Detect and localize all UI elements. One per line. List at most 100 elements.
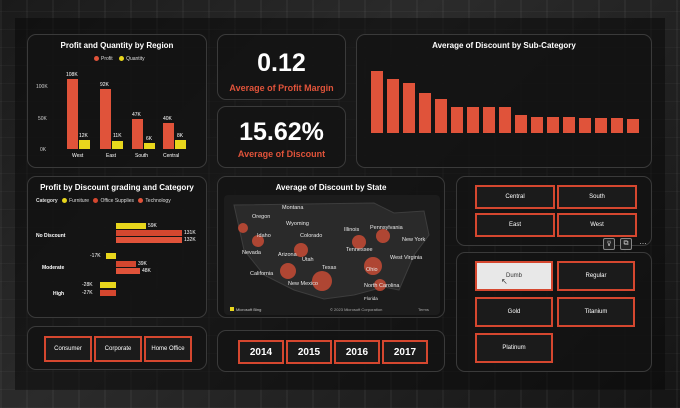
bubble-ohio[interactable] bbox=[364, 257, 382, 275]
bar-phones[interactable] bbox=[483, 107, 495, 133]
discount-card[interactable]: 15.62% Average of Discount bbox=[217, 106, 346, 168]
bubble-idaho[interactable] bbox=[252, 235, 264, 247]
bubble-northcarolina[interactable] bbox=[374, 279, 386, 291]
map-terms-link[interactable]: Terms bbox=[418, 307, 429, 312]
moderate-tech-value: 48K bbox=[142, 268, 151, 274]
bar-bookcases[interactable] bbox=[419, 93, 431, 133]
central-profit-bar[interactable] bbox=[163, 123, 174, 149]
state-map-card[interactable]: Average of Discount by State Oregon Mont… bbox=[217, 176, 445, 318]
y-tick-50k: 50K bbox=[38, 116, 47, 122]
bar-labels[interactable] bbox=[627, 119, 639, 133]
region-east-button[interactable]: East bbox=[475, 213, 555, 237]
year-2016-button[interactable]: 2016 bbox=[334, 340, 380, 364]
state-label-oregon: Oregon bbox=[252, 214, 271, 220]
south-quantity-bar[interactable] bbox=[144, 143, 155, 149]
state-label-new-york: New York bbox=[402, 237, 426, 243]
central-profit-label: 40K bbox=[163, 116, 172, 122]
bar-no-discount-technology[interactable] bbox=[116, 237, 182, 243]
no-discount-office-value: 131K bbox=[184, 230, 196, 236]
central-quantity-bar[interactable] bbox=[175, 140, 186, 149]
region-slicer-card: Central South East West bbox=[456, 176, 652, 246]
grade-gold-button[interactable]: Gold bbox=[475, 297, 553, 327]
bar-moderate-office[interactable] bbox=[116, 261, 136, 267]
region-south-button[interactable]: South bbox=[557, 185, 637, 209]
state-map-title: Average of Discount by State bbox=[275, 183, 387, 192]
bar-machines[interactable] bbox=[387, 79, 399, 133]
map-canvas[interactable]: Oregon Montana Wyoming Idaho Colorado Ne… bbox=[224, 195, 440, 315]
east-quantity-label: 11K bbox=[113, 133, 122, 139]
region-west-button[interactable]: West bbox=[557, 213, 637, 237]
focus-mode-icon[interactable]: ⧉ bbox=[620, 238, 632, 250]
region-central-button[interactable]: Central bbox=[475, 185, 555, 209]
state-label-pennsylvania: Pennsylvania bbox=[370, 225, 403, 231]
legend-office: Office Supplies bbox=[100, 198, 135, 204]
segment-consumer-button[interactable]: Consumer bbox=[44, 336, 92, 362]
legend-profit: Profit bbox=[101, 56, 113, 62]
bar-envelopes[interactable] bbox=[531, 117, 543, 133]
central-quantity-label: 8K bbox=[177, 133, 184, 139]
state-label-florida: Florida bbox=[364, 296, 378, 301]
bar-copiers[interactable] bbox=[467, 107, 479, 133]
bar-no-discount-office[interactable] bbox=[116, 230, 182, 236]
south-profit-bar[interactable] bbox=[132, 119, 143, 149]
bar-accessories[interactable] bbox=[547, 117, 559, 133]
bubble-colorado[interactable] bbox=[294, 243, 308, 257]
more-options-icon[interactable]: ⋯ bbox=[639, 241, 647, 248]
bar-tables[interactable] bbox=[403, 83, 415, 133]
furniture-legend-dot bbox=[62, 198, 68, 204]
bar-binders[interactable] bbox=[371, 71, 383, 133]
mouse-cursor-icon: ↖ bbox=[501, 277, 508, 286]
year-2015-button[interactable]: 2015 bbox=[286, 340, 332, 364]
grade-regular-button[interactable]: Regular bbox=[557, 261, 635, 291]
south-quantity-label: 6K bbox=[146, 136, 153, 142]
east-profit-bar[interactable] bbox=[100, 89, 111, 149]
moderate-furniture-value: -17K bbox=[90, 253, 101, 259]
segment-corporate-button[interactable]: Corporate bbox=[94, 336, 142, 362]
profit-quantity-card[interactable]: Profit and Quantity by Region Profit Qua… bbox=[27, 34, 207, 168]
bar-moderate-technology[interactable] bbox=[116, 268, 140, 274]
bar-no-discount-furniture[interactable] bbox=[116, 223, 146, 229]
bar-paper[interactable] bbox=[579, 118, 591, 133]
bubble-oregon[interactable] bbox=[238, 223, 248, 233]
state-label-colorado: Colorado bbox=[300, 233, 323, 239]
west-profit-bar[interactable] bbox=[67, 79, 78, 149]
bubble-arizona[interactable] bbox=[280, 263, 296, 279]
grading-card[interactable]: Profit by Discount grading and Category … bbox=[27, 176, 207, 318]
profit-margin-card[interactable]: 0.12 Average of Profit Margin bbox=[217, 34, 346, 100]
bar-fasteners[interactable] bbox=[515, 115, 527, 133]
segment-home-office-button[interactable]: Home Office bbox=[144, 336, 192, 362]
bar-moderate-furniture[interactable] bbox=[106, 253, 116, 259]
year-2014-button[interactable]: 2014 bbox=[238, 340, 284, 364]
no-discount-tech-value: 132K bbox=[184, 237, 196, 243]
grade-titanium-button[interactable]: Titanium bbox=[557, 297, 635, 327]
bar-appliances[interactable] bbox=[451, 107, 463, 133]
filter-icon[interactable]: ⊽ bbox=[603, 238, 615, 250]
profit-quantity-legend: Profit Quantity bbox=[94, 56, 145, 62]
high-office-value: -27K bbox=[82, 290, 93, 296]
bar-storage[interactable] bbox=[611, 118, 623, 133]
year-2017-button[interactable]: 2017 bbox=[382, 340, 428, 364]
grade-platinum-button[interactable]: Platinum bbox=[475, 333, 553, 363]
profit-legend-dot bbox=[94, 56, 99, 62]
bar-high-furniture[interactable] bbox=[100, 282, 116, 288]
east-quantity-bar[interactable] bbox=[112, 141, 123, 149]
subcategory-card[interactable]: Average of Discount by Sub-Category bbox=[356, 34, 652, 168]
grading-title: Profit by Discount grading and Category bbox=[40, 183, 194, 192]
west-quantity-bar[interactable] bbox=[79, 140, 90, 149]
state-label-utah: Utah bbox=[302, 257, 314, 263]
bubble-pennsylvania[interactable] bbox=[376, 229, 390, 243]
y-tick-100k: 100K bbox=[36, 84, 48, 90]
state-label-california: California bbox=[250, 271, 274, 277]
bar-art[interactable] bbox=[595, 118, 607, 133]
state-label-illinois: Illinois bbox=[344, 227, 360, 233]
bar-supplies[interactable] bbox=[563, 117, 575, 133]
grade-dumb-button[interactable]: Dumb bbox=[475, 261, 553, 291]
bubble-texas[interactable] bbox=[312, 271, 332, 291]
profit-margin-value: 0.12 bbox=[257, 49, 306, 77]
bar-high-office[interactable] bbox=[100, 290, 116, 296]
grading-legend: Category Furniture Office Supplies Techn… bbox=[36, 198, 171, 204]
bubble-illinois[interactable] bbox=[352, 235, 366, 249]
bar-chairs[interactable] bbox=[435, 99, 447, 133]
row-label-moderate: Moderate bbox=[42, 265, 65, 271]
bar-furnishings[interactable] bbox=[499, 107, 511, 133]
